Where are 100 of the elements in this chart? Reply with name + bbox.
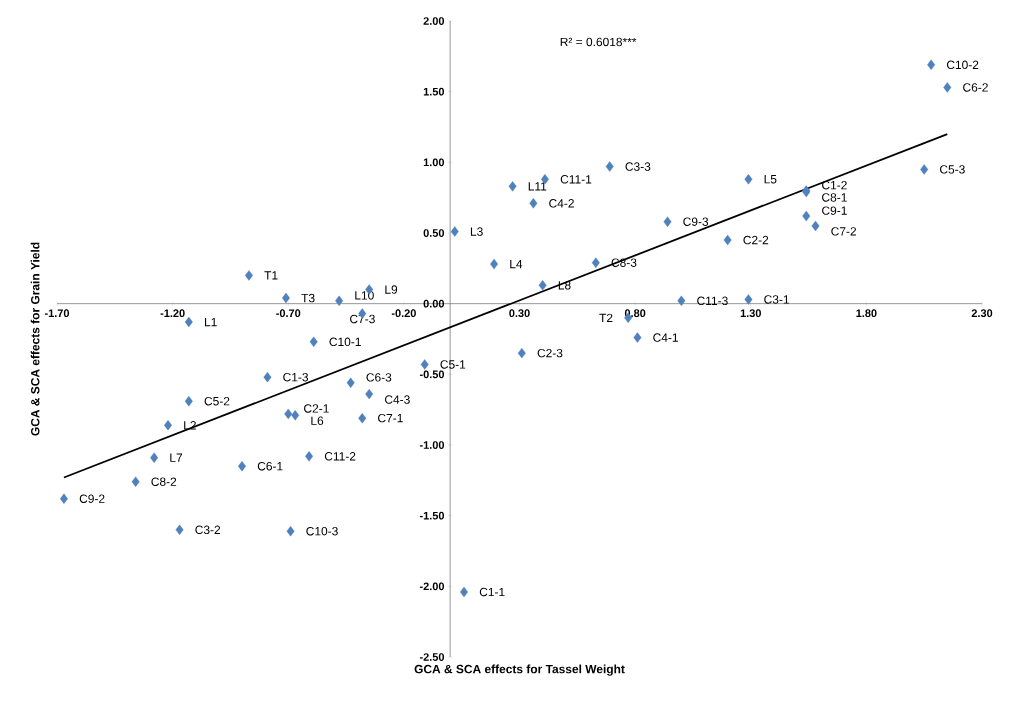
point bbox=[943, 82, 952, 93]
annotation: C3-1 bbox=[764, 295, 789, 304]
y-tick-label: 1.00 bbox=[423, 158, 445, 167]
point bbox=[263, 371, 272, 383]
annotation: L4 bbox=[510, 259, 523, 269]
point bbox=[164, 420, 172, 431]
annotation: L11 bbox=[528, 182, 547, 191]
point bbox=[508, 181, 517, 192]
point bbox=[284, 408, 293, 420]
point bbox=[60, 493, 68, 504]
point bbox=[245, 270, 253, 281]
point bbox=[175, 524, 184, 535]
x-tick-label: -0.20 bbox=[391, 309, 416, 318]
annotation: C6-2 bbox=[963, 83, 988, 92]
x-tick-label: 1.30 bbox=[740, 309, 761, 318]
point bbox=[150, 452, 159, 463]
y-tick-label: 2.00 bbox=[423, 17, 445, 25]
point bbox=[184, 396, 193, 407]
annotation: C6-1 bbox=[257, 461, 283, 471]
annotation: L6 bbox=[311, 416, 324, 425]
annotation: C4-1 bbox=[653, 333, 678, 342]
point bbox=[538, 280, 547, 291]
annotation: R² = 0.6018*** bbox=[560, 37, 637, 47]
y-tick-label: -1.50 bbox=[419, 511, 445, 520]
point bbox=[744, 294, 753, 305]
point bbox=[358, 412, 367, 424]
annotation: C1-1 bbox=[479, 587, 505, 597]
annotation: C5-3 bbox=[940, 165, 965, 174]
annotation: T3 bbox=[301, 293, 315, 303]
annotation: L7 bbox=[170, 453, 183, 462]
annotation: C8-1 bbox=[822, 193, 847, 202]
point bbox=[309, 336, 318, 347]
point bbox=[633, 332, 642, 343]
annotation: C6-3 bbox=[366, 373, 392, 382]
annotation: C5-2 bbox=[204, 396, 230, 406]
point bbox=[591, 257, 600, 268]
point bbox=[529, 198, 538, 209]
annotation: C11-2 bbox=[324, 452, 356, 461]
annotation: C7-1 bbox=[378, 413, 403, 423]
point bbox=[131, 476, 140, 487]
annotation: L1 bbox=[205, 317, 217, 327]
annotation: C1-3 bbox=[283, 372, 309, 382]
annotation: C9-3 bbox=[683, 217, 709, 226]
annotation: C4-3 bbox=[385, 395, 410, 404]
annotation: C8-2 bbox=[151, 477, 177, 486]
point bbox=[677, 295, 686, 307]
annotation: C7-2 bbox=[831, 227, 857, 236]
annotation: T1 bbox=[264, 271, 278, 280]
annotation: L3 bbox=[470, 227, 483, 236]
point bbox=[663, 216, 672, 227]
annotation: L10 bbox=[355, 291, 374, 300]
annotation: C10-2 bbox=[946, 60, 979, 70]
y-axis-title: GCA & SCA effects for Grain Yield bbox=[30, 242, 40, 436]
point bbox=[920, 164, 929, 175]
y-tick-label: 0.00 bbox=[423, 299, 445, 308]
annotation: C5-1 bbox=[440, 360, 466, 369]
y-tick-label: -1.00 bbox=[419, 441, 445, 449]
annotation: C11-1 bbox=[560, 175, 592, 184]
point bbox=[305, 451, 313, 462]
x-tick-label: -1.70 bbox=[44, 309, 70, 318]
y-tick-label: -2.50 bbox=[419, 653, 445, 661]
annotation: C2-2 bbox=[743, 235, 769, 245]
point bbox=[238, 461, 246, 472]
x-tick-label: -1.20 bbox=[160, 309, 185, 318]
x-tick-label: 2.30 bbox=[971, 309, 993, 318]
y-tick-label: -2.00 bbox=[419, 582, 445, 591]
annotation: L9 bbox=[385, 285, 398, 294]
x-axis-title: GCA & SCA effects for Tassel Weight bbox=[414, 664, 625, 676]
annotation: T2 bbox=[599, 313, 613, 322]
point bbox=[335, 295, 344, 307]
point bbox=[927, 59, 936, 70]
point bbox=[723, 234, 732, 246]
annotation: C10-3 bbox=[306, 526, 338, 536]
annotation: C10-1 bbox=[329, 337, 361, 347]
point bbox=[744, 174, 753, 185]
y-tick-label: 0.50 bbox=[423, 229, 445, 237]
annotation: C3-3 bbox=[625, 162, 651, 171]
point bbox=[365, 388, 374, 400]
point bbox=[291, 410, 300, 421]
point bbox=[605, 161, 614, 172]
point bbox=[286, 526, 295, 537]
point bbox=[450, 226, 459, 237]
y-tick-label: -0.50 bbox=[419, 370, 445, 379]
annotation: C2-3 bbox=[537, 348, 563, 358]
point bbox=[811, 220, 820, 232]
point bbox=[184, 316, 193, 328]
annotation: C9-2 bbox=[79, 494, 105, 503]
point bbox=[346, 377, 355, 388]
point bbox=[802, 210, 811, 222]
x-tick-label: -0.70 bbox=[276, 309, 301, 318]
point bbox=[420, 359, 429, 370]
point bbox=[517, 347, 526, 359]
annotation: L5 bbox=[764, 175, 777, 184]
x-tick-label: 1.80 bbox=[856, 309, 877, 318]
annotation: C9-1 bbox=[822, 206, 847, 215]
x-tick-label: 0.30 bbox=[509, 309, 530, 318]
annotation: C4-2 bbox=[549, 199, 574, 208]
y-tick-label: 1.50 bbox=[423, 87, 445, 96]
annotation: C11-3 bbox=[697, 296, 728, 306]
annotation: C3-2 bbox=[195, 525, 221, 535]
